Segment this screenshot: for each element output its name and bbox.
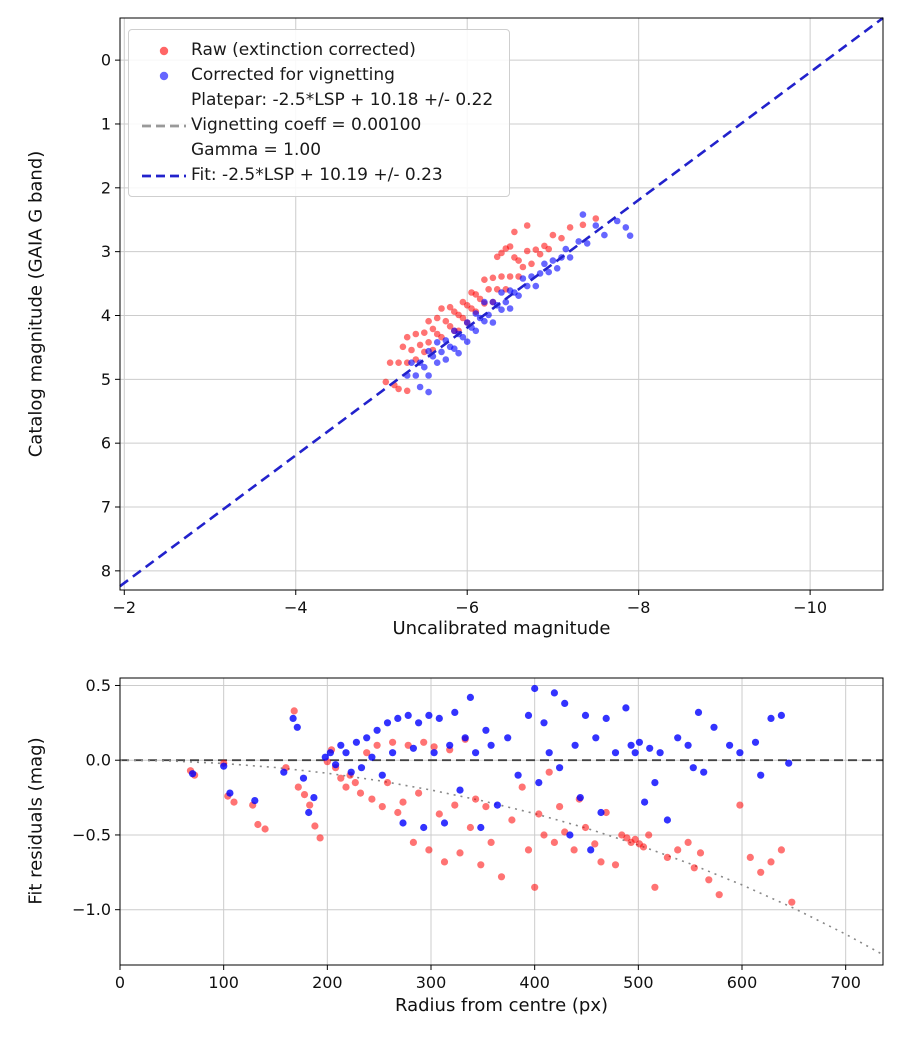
vignetting-residuals bbox=[189, 684, 793, 854]
svg-text:5: 5 bbox=[101, 370, 111, 389]
svg-text:−1.0: −1.0 bbox=[72, 900, 111, 919]
svg-text:3: 3 bbox=[101, 242, 111, 261]
svg-text:0.0: 0.0 bbox=[86, 751, 111, 770]
legend: Raw (extinction corrected) Corrected for … bbox=[128, 29, 511, 197]
top-x-axis-label: Uncalibrated magnitude bbox=[392, 618, 611, 639]
svg-text:100: 100 bbox=[208, 973, 239, 992]
fit-line bbox=[119, 16, 884, 588]
tick-labels: −2 −4 −6 −8 −10 0 1 2 3 4 5 6 7 8 bbox=[101, 51, 827, 617]
legend-label: Fit: -2.5*LSP + 10.19 +/- 0.23 bbox=[191, 165, 443, 185]
plot-border bbox=[119, 17, 884, 591]
svg-text:−4: −4 bbox=[284, 598, 308, 617]
plot-border bbox=[119, 677, 884, 966]
svg-text:700: 700 bbox=[830, 973, 861, 992]
svg-text:−10: −10 bbox=[793, 598, 827, 617]
top-y-axis-label: Catalog magnitude (GAIA G band) bbox=[25, 150, 47, 458]
bottom-x-axis-label: Radius from centre (px) bbox=[394, 995, 609, 1016]
dashed-line-icon bbox=[137, 119, 191, 133]
dashed-line-icon bbox=[137, 169, 191, 183]
scatter-marker-icon bbox=[137, 69, 191, 83]
tick-labels: 0 100 200 300 400 500 600 700 0.5 0.0 −0.5 −1.0 bbox=[72, 676, 861, 992]
vignetting-points-top bbox=[403, 211, 634, 396]
scatter-marker-icon bbox=[137, 44, 191, 58]
svg-text:6: 6 bbox=[101, 434, 111, 453]
legend-label: Raw (extinction corrected) bbox=[191, 40, 416, 60]
svg-text:300: 300 bbox=[416, 973, 447, 992]
svg-text:0.5: 0.5 bbox=[86, 676, 111, 695]
svg-text:200: 200 bbox=[312, 973, 343, 992]
vignetting-model-curve bbox=[119, 759, 884, 956]
svg-text:8: 8 bbox=[101, 561, 111, 580]
legend-item: Raw (extinction corrected) bbox=[137, 38, 493, 63]
raw-points-top bbox=[382, 215, 600, 395]
svg-text:7: 7 bbox=[101, 498, 111, 517]
svg-text:2: 2 bbox=[101, 178, 111, 197]
svg-text:−0.5: −0.5 bbox=[72, 825, 111, 844]
svg-text:0: 0 bbox=[115, 973, 125, 992]
legend-label: Corrected for vignetting bbox=[191, 65, 395, 85]
svg-text:−8: −8 bbox=[627, 598, 651, 617]
bottom-y-axis-label: Fit residuals (mag) bbox=[25, 737, 47, 905]
svg-text:4: 4 bbox=[101, 306, 111, 325]
legend-item: Fit: -2.5*LSP + 10.19 +/- 0.23 bbox=[137, 163, 493, 188]
svg-text:600: 600 bbox=[727, 973, 758, 992]
svg-text:0: 0 bbox=[101, 51, 111, 70]
legend-item: Corrected for vignetting bbox=[137, 63, 493, 88]
svg-text:400: 400 bbox=[519, 973, 550, 992]
legend-label: Platepar: -2.5*LSP + 10.18 +/- 0.22 Vigne… bbox=[191, 90, 494, 160]
svg-text:500: 500 bbox=[623, 973, 654, 992]
grid-lines bbox=[119, 678, 883, 965]
svg-text:−2: −2 bbox=[112, 598, 136, 617]
svg-text:−6: −6 bbox=[455, 598, 479, 617]
legend-item: Platepar: -2.5*LSP + 10.18 +/- 0.22 Vigne… bbox=[137, 88, 493, 163]
svg-text:1: 1 bbox=[101, 114, 111, 133]
raw-residuals bbox=[186, 707, 796, 906]
